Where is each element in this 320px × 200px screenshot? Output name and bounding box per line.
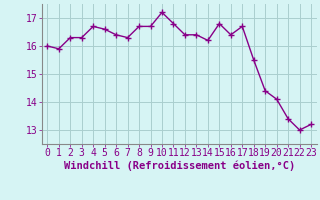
X-axis label: Windchill (Refroidissement éolien,°C): Windchill (Refroidissement éolien,°C) (64, 161, 295, 171)
